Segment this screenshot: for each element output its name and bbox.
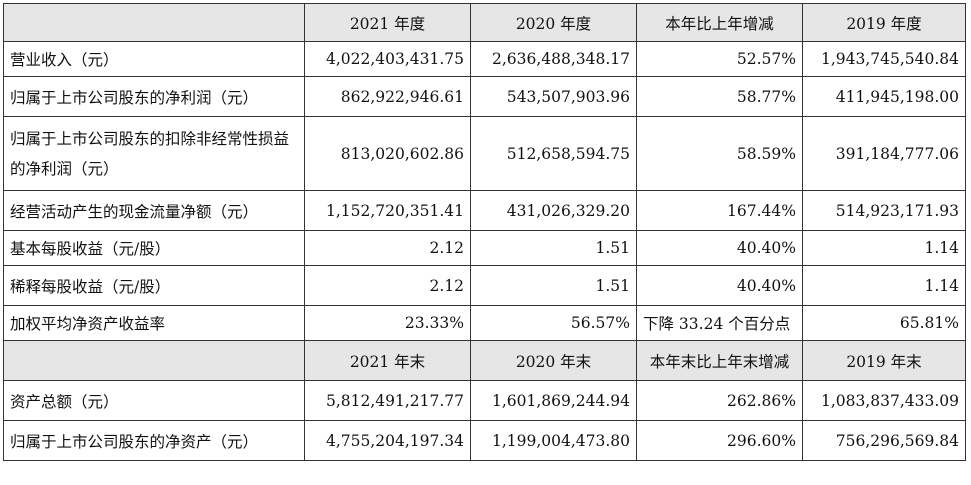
header-cell-2021: 2021 年度: [304, 3, 471, 42]
table-row: 加权平均净资产收益率 23.33% 56.57% 下降 33.24 个百分点 6…: [3, 305, 966, 341]
value-change: 下降 33.24 个百分点: [636, 305, 803, 341]
table-row: 归属于上市公司股东的扣除非经常性损益的净利润（元） 813,020,602.86…: [3, 116, 966, 191]
subheader-cell-change: 本年末比上年末增减: [636, 340, 803, 381]
value-2021: 4,022,403,431.75: [304, 41, 471, 77]
value-2019: 1,083,837,433.09: [802, 380, 966, 421]
value-2021: 2.12: [304, 265, 471, 306]
table-row: 归属于上市公司股东的净资产（元） 4,755,204,197.34 1,199,…: [3, 420, 966, 461]
value-change: 40.40%: [636, 265, 803, 306]
value-2019: 1,943,745,540.84: [802, 41, 966, 77]
value-2019: 756,296,569.84: [802, 420, 966, 461]
table-row: 营业收入（元） 4,022,403,431.75 2,636,488,348.1…: [3, 41, 966, 77]
value-2019: 411,945,198.00: [802, 76, 966, 117]
value-2021: 5,812,491,217.77: [304, 380, 471, 421]
value-2020: 543,507,903.96: [470, 76, 637, 117]
table-row: 基本每股收益（元/股） 2.12 1.51 40.40% 1.14: [3, 230, 966, 266]
subheader-cell-2020: 2020 年末: [470, 340, 637, 381]
table-row: 归属于上市公司股东的净利润（元） 862,922,946.61 543,507,…: [3, 76, 966, 117]
value-change: 58.77%: [636, 76, 803, 117]
value-2019: 65.81%: [802, 305, 966, 341]
value-2020: 1.51: [470, 265, 637, 306]
value-change: 296.60%: [636, 420, 803, 461]
row-label: 基本每股收益（元/股）: [3, 230, 305, 266]
subheader-cell-blank: [3, 340, 305, 381]
value-2020: 56.57%: [470, 305, 637, 341]
value-2020: 1,199,004,473.80: [470, 420, 637, 461]
row-label: 营业收入（元）: [3, 41, 305, 77]
row-label: 稀释每股收益（元/股）: [3, 265, 305, 306]
row-label: 归属于上市公司股东的扣除非经常性损益的净利润（元）: [3, 116, 305, 191]
value-2020: 512,658,594.75: [470, 116, 637, 191]
table-row: 资产总额（元） 5,812,491,217.77 1,601,869,244.9…: [3, 380, 966, 421]
value-2021: 862,922,946.61: [304, 76, 471, 117]
value-change: 58.59%: [636, 116, 803, 191]
value-change: 262.86%: [636, 380, 803, 421]
value-2020: 1.51: [470, 230, 637, 266]
value-2021: 2.12: [304, 230, 471, 266]
value-2020: 431,026,329.20: [470, 190, 637, 231]
value-2019: 514,923,171.93: [802, 190, 966, 231]
header-cell-change: 本年比上年增减: [636, 3, 803, 42]
value-2021: 1,152,720,351.41: [304, 190, 471, 231]
value-change: 167.44%: [636, 190, 803, 231]
value-change: 40.40%: [636, 230, 803, 266]
row-label: 资产总额（元）: [3, 380, 305, 421]
header-cell-2020: 2020 年度: [470, 3, 637, 42]
value-2020: 1,601,869,244.94: [470, 380, 637, 421]
value-change: 52.57%: [636, 41, 803, 77]
subheader-cell-2019: 2019 年末: [802, 340, 966, 381]
row-label: 归属于上市公司股东的净资产（元）: [3, 420, 305, 461]
value-2021: 4,755,204,197.34: [304, 420, 471, 461]
value-2021: 23.33%: [304, 305, 471, 341]
subheader-cell-2021: 2021 年末: [304, 340, 471, 381]
row-label: 归属于上市公司股东的净利润（元）: [3, 76, 305, 117]
financial-summary-table: 2021 年度 2020 年度 本年比上年增减 2019 年度 营业收入（元） …: [3, 3, 966, 461]
value-2020: 2,636,488,348.17: [470, 41, 637, 77]
value-2019: 1.14: [802, 230, 966, 266]
value-2019: 391,184,777.06: [802, 116, 966, 191]
table-row: 经营活动产生的现金流量净额（元） 1,152,720,351.41 431,02…: [3, 190, 966, 231]
value-2021: 813,020,602.86: [304, 116, 471, 191]
header-cell-blank: [3, 3, 305, 42]
table-row: 稀释每股收益（元/股） 2.12 1.51 40.40% 1.14: [3, 265, 966, 306]
value-2019: 1.14: [802, 265, 966, 306]
table-header-row: 2021 年度 2020 年度 本年比上年增减 2019 年度: [3, 3, 966, 42]
row-label: 加权平均净资产收益率: [3, 305, 305, 341]
row-label: 经营活动产生的现金流量净额（元）: [3, 190, 305, 231]
table-subheader-row: 2021 年末 2020 年末 本年末比上年末增减 2019 年末: [3, 340, 966, 381]
header-cell-2019: 2019 年度: [802, 3, 966, 42]
